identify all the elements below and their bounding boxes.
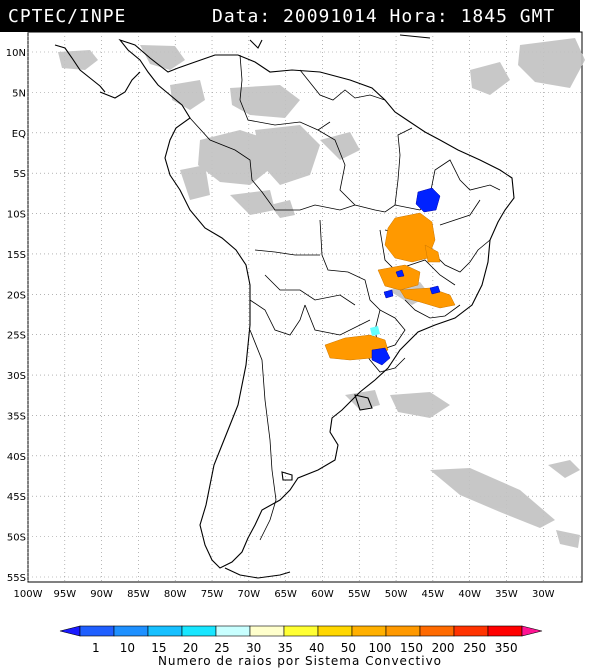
storm-cells-cyan [370,326,380,336]
colorbar-swatch [385,625,421,637]
colorbar-tick-label: 40 [309,641,324,655]
agency-label: CPTEC/INPE [8,6,127,27]
colorbar-tick-label: 10 [120,641,135,655]
colorbar-swatch [215,625,251,637]
lat-tick-label: 15S [7,250,26,261]
lon-tick-label: 45W [422,589,445,600]
lon-tick-label: 70W [238,589,261,600]
lat-tick-label: 35S [7,411,26,422]
lat-tick-label: 55S [7,573,26,584]
colorbar-tick-label: 150 [400,641,423,655]
lat-tick-label: 5S [13,169,26,180]
lat-tick-label: 10N [6,48,26,59]
lat-tick-label: 30S [7,371,26,382]
lon-tick-label: 60W [311,589,334,600]
lon-tick-label: 75W [201,589,224,600]
lon-tick-label: 85W [127,589,150,600]
colorbar-tick-label: 50 [341,641,356,655]
colorbar-swatch [283,625,319,637]
colorbar-swatch [147,625,183,637]
colorbar-tick-label: 200 [432,641,455,655]
lon-tick-label: 100W [14,589,43,600]
lon-tick-label: 90W [90,589,113,600]
colorbar: 1 10 15 20 25 30 35 40 50 100 150 200 250 350 [59,625,543,655]
lon-tick-label: 80W [164,589,187,600]
lon-tick-label: 95W [53,589,76,600]
date-hour-label: Data: 20091014 Hora: 1845 GMT [212,6,556,27]
colorbar-swatch [317,625,353,637]
lat-tick-label: 25S [7,331,26,342]
lon-tick-label: 30W [532,589,555,600]
colorbar-swatch [59,625,81,637]
colorbar-swatch [453,625,489,637]
lon-tick-label: 65W [274,589,297,600]
colorbar-swatch [249,625,285,637]
storm-cells-orange [324,212,456,361]
colorbar-swatch [419,625,455,637]
colorbar-tick-label: 15 [151,641,166,655]
lon-tick-label: 50W [385,589,408,600]
lat-tick-label: 10S [7,210,26,221]
colorbar-swatch [79,625,115,637]
lon-tick-label: 35W [495,589,518,600]
colorbar-swatch [181,625,217,637]
lat-lon-grid: 10N 5N EQ 5S 10S 15S 20S 25S 30S 35S 40S 45S 50S 55S 1… [6,32,582,600]
lat-tick-label: 20S [7,290,26,301]
lat-tick-label: 40S [7,452,26,463]
lat-tick-label: 50S [7,533,26,544]
lon-tick-label: 55W [348,589,371,600]
lat-tick-label: 5N [12,88,26,99]
colorbar-tick-label: 35 [278,641,293,655]
colorbar-tick-label: 25 [214,641,229,655]
colorbar-swatch [521,625,543,637]
colorbar-tick-label: 30 [246,641,261,655]
colorbar-tick-label: 250 [463,641,486,655]
map-header: CPTEC/INPE Data: 20091014 Hora: 1845 GMT [0,0,580,32]
colorbar-tick-label: 1 [92,641,100,655]
colorbar-tick-label: 350 [495,641,518,655]
colorbar-swatch [113,625,149,637]
lat-tick-label: 45S [7,492,26,503]
colorbar-swatch [351,625,387,637]
storm-cells-blue [371,187,441,366]
colorbar-title: Numero de raios por Sistema Convectivo [157,654,443,668]
colorbar-swatch [487,625,523,637]
lon-tick-label: 40W [458,589,481,600]
colorbar-tick-label: 100 [368,641,391,655]
lat-tick-label: EQ [12,129,26,140]
coastline [54,34,515,579]
colorbar-tick-label: 20 [183,641,198,655]
